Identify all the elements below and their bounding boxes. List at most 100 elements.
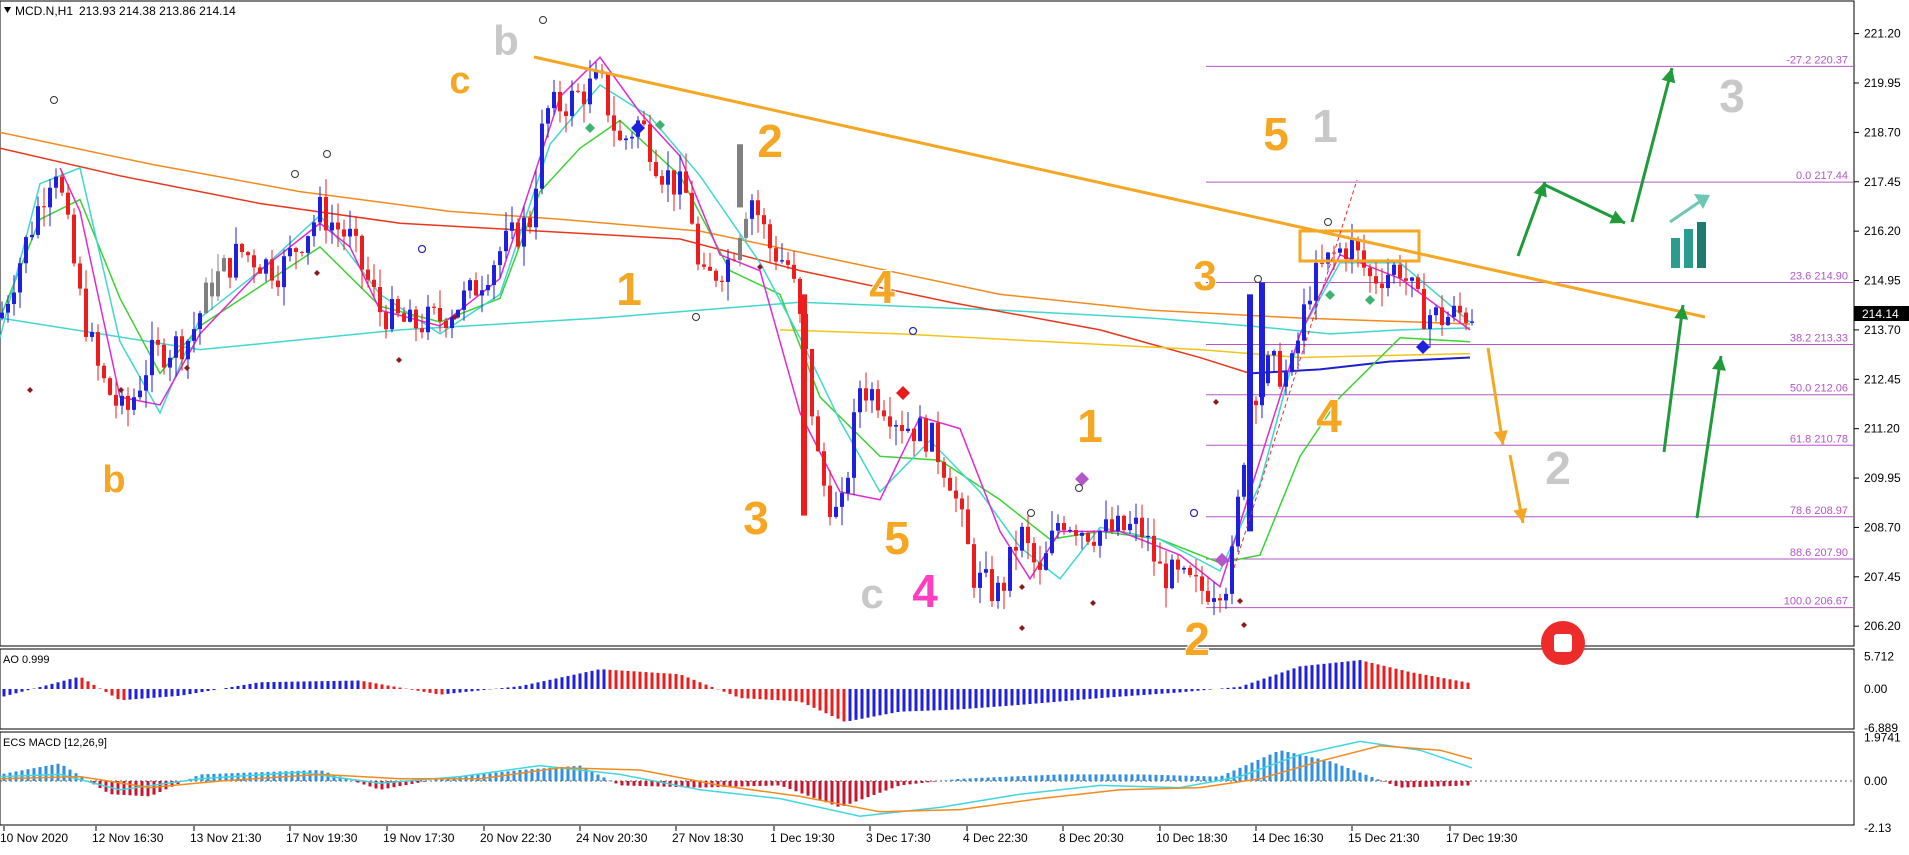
candle-body — [1368, 267, 1372, 277]
candle-body — [894, 424, 898, 427]
candle-body — [198, 313, 202, 330]
candle-body — [696, 223, 700, 265]
signal-circle — [291, 170, 299, 178]
candle-body — [1206, 590, 1210, 602]
price-tick-label: 208.70 — [1864, 520, 1901, 534]
candle-body — [108, 378, 112, 395]
wave-label: b — [493, 17, 519, 64]
candle-body — [366, 269, 370, 280]
candle-body — [1218, 598, 1222, 601]
candle-body — [918, 418, 922, 442]
candle-body — [54, 176, 58, 188]
candle-body — [1038, 562, 1042, 570]
candle-body — [1254, 400, 1258, 406]
candle-body — [1344, 248, 1348, 259]
signal-small-diamond — [118, 387, 124, 393]
wave-label: 1 — [1077, 400, 1103, 452]
price-tick-label: 206.20 — [1864, 619, 1901, 633]
wave-label: 3 — [743, 492, 769, 544]
candle-body — [132, 397, 136, 410]
candle-body — [642, 120, 646, 125]
candle-body — [402, 313, 406, 322]
signal-small-diamond — [27, 387, 33, 393]
candle-body — [114, 394, 118, 406]
signal-small-diamond — [1019, 625, 1025, 631]
candle-body — [120, 395, 124, 406]
arrow-up-head — [1533, 182, 1547, 198]
candle-body — [144, 375, 148, 391]
candle-body — [1170, 559, 1174, 589]
candle-body — [888, 416, 892, 427]
candle-body — [1422, 288, 1426, 329]
candle-body — [384, 312, 388, 330]
candle-body — [1247, 294, 1253, 532]
signal-circle — [1190, 509, 1198, 517]
price-tick-label: 211.20 — [1864, 422, 1900, 436]
candle-body — [1044, 553, 1048, 570]
candle-body — [780, 260, 784, 262]
candle-body — [318, 196, 322, 223]
candle-body — [1104, 519, 1108, 532]
candle-body — [570, 90, 574, 117]
candle-body — [1212, 598, 1216, 602]
candle-body — [786, 260, 790, 265]
ao-tick-label: 5.712 — [1864, 650, 1894, 664]
macd-signal-cyan-line — [0, 740, 1473, 817]
wave-label: 3 — [1193, 252, 1216, 299]
wave-label: c — [860, 570, 883, 617]
candle-body — [582, 91, 586, 105]
candle-body — [288, 248, 292, 257]
macd-panel — [0, 731, 1855, 826]
wave-label: 2 — [1545, 442, 1571, 494]
candle-body — [330, 222, 334, 231]
candle-body — [996, 582, 1000, 602]
time-tick-label: 20 Nov 22:30 — [480, 831, 552, 845]
time-tick-label: 8 Dec 20:30 — [1059, 831, 1124, 845]
stop-icon[interactable] — [1541, 621, 1585, 665]
candle-body — [978, 572, 982, 588]
time-tick-label: 12 Nov 16:30 — [92, 831, 164, 845]
candle-body — [48, 187, 52, 208]
wave-label: 4 — [869, 261, 895, 313]
current-price-tag: 214.14 — [1854, 306, 1909, 321]
candle-body — [294, 248, 298, 252]
candle-body — [630, 136, 634, 139]
candle-body — [486, 285, 490, 291]
candle-body — [930, 422, 934, 452]
candle-body — [1098, 531, 1102, 546]
candle-body — [1008, 546, 1012, 591]
fib-level-label: -27.2 220.37 — [1786, 54, 1848, 66]
wave-label: 3 — [1719, 70, 1745, 122]
signal-circle — [50, 96, 58, 104]
signal-circle — [539, 16, 547, 24]
ao-panel — [0, 648, 1855, 730]
arrow-down-head — [1493, 430, 1508, 445]
ao-label: AO 0.999 — [3, 654, 49, 666]
candle-body — [432, 306, 436, 308]
candle-body — [801, 294, 807, 516]
candle-body — [726, 259, 730, 282]
wave-label: c — [449, 60, 470, 102]
signal-circle — [692, 313, 700, 321]
candle-body — [1224, 593, 1228, 601]
candle-body — [378, 287, 382, 313]
candle-body — [222, 258, 226, 272]
candle-body — [1152, 535, 1156, 562]
candle-body — [1080, 532, 1084, 536]
candle-body — [66, 192, 70, 215]
candle-body — [1050, 530, 1054, 554]
candle-body — [102, 365, 106, 379]
candle-body — [990, 569, 994, 602]
candle-body — [1122, 515, 1126, 531]
candle-body — [846, 477, 850, 494]
candle-body — [1062, 522, 1066, 531]
candle-body — [738, 237, 742, 260]
candle-body — [0, 312, 4, 319]
candle-body — [1092, 541, 1096, 546]
ao-tick-label: -6.889 — [1864, 721, 1898, 735]
ema-yellow-line — [779, 329, 1471, 359]
candle-body — [1158, 561, 1162, 564]
price-tick-label: 207.45 — [1864, 570, 1901, 584]
